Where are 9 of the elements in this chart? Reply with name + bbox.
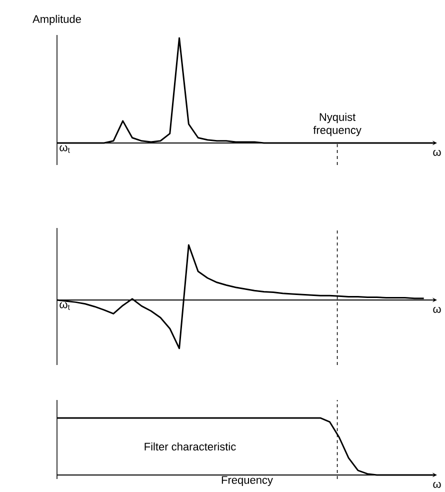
x-axis-title: ω [433, 306, 441, 313]
text: Filter characteristic [144, 442, 236, 451]
annotation: Nyquist frequency [313, 112, 362, 136]
text: ω [433, 482, 441, 488]
x-axis-title: Frequency [222, 476, 273, 486]
y-axis-title: Amplitude [32, 14, 81, 26]
text: ω$_{t}$ [60, 145, 70, 153]
x-axis-title: ω [433, 150, 441, 156]
annotation: ω$_{t}$ [60, 302, 70, 310]
